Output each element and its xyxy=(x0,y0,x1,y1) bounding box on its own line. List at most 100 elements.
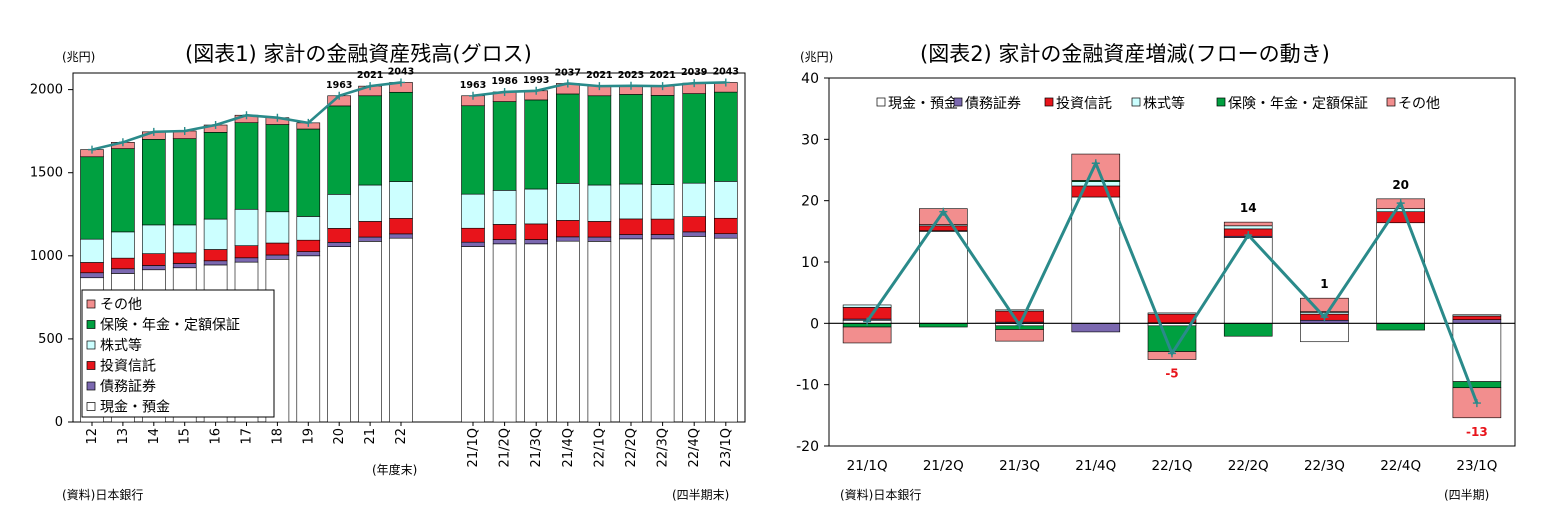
chart1-bar-segment xyxy=(203,218,228,250)
chart1-x-tick-label: 17 xyxy=(240,428,255,445)
chart1-bar-segment xyxy=(682,182,707,217)
chart2-bar-segment xyxy=(842,326,892,344)
chart2-bar-segment xyxy=(1223,237,1273,324)
chart1-bar-segment xyxy=(492,101,517,191)
chart2-y-tick-label: 10 xyxy=(801,255,819,271)
chart1-legend-label: 現金・預金 xyxy=(100,400,170,416)
chart1-total-label: 1963 xyxy=(460,80,486,91)
chart1-legend-label: 投資信託 xyxy=(100,359,156,375)
chart1-bar-segment xyxy=(358,236,382,242)
chart1-bar-segment xyxy=(389,91,413,182)
chart1-total-marker xyxy=(335,91,344,100)
chart1-x-tick-label: 21 xyxy=(363,428,378,445)
chart1-bar-segment xyxy=(142,265,166,271)
chart1-x-tick-label: 13 xyxy=(116,428,131,445)
chart1-xlabel-quarterly: (四半期末) xyxy=(672,488,730,502)
chart2-bar-segment xyxy=(1071,181,1121,187)
chart1-bar-segment xyxy=(111,231,135,259)
chart1-legend-swatch xyxy=(86,402,96,411)
chart1-bar-segment xyxy=(203,260,228,266)
chart2-x-tick-label: 22/1Q xyxy=(1152,458,1193,474)
chart1-bar-segment xyxy=(524,99,549,190)
chart1-bar-segment xyxy=(389,218,413,235)
chart1-bar-segment xyxy=(555,220,580,238)
chart1-legend-label: その他 xyxy=(100,297,142,313)
chart1-bar-segment xyxy=(296,255,321,423)
chart1-total-marker xyxy=(211,121,220,130)
chart1-bar-segment xyxy=(203,249,228,262)
chart1-total-marker xyxy=(88,145,96,154)
chart1-total-label: 1986 xyxy=(491,76,518,87)
chart1-total-marker xyxy=(180,127,189,135)
chart2-svg: -20 -10 0 10 20 30 40 21/1Q 21/2Q 21/3Q 21/4Q 22/1Q… xyxy=(796,71,1516,474)
chart1-bar-segment xyxy=(80,262,104,274)
chart2-bar-segment xyxy=(1223,225,1273,230)
chart1-xlabel-annual: (年度末) xyxy=(372,463,418,477)
chart1-bar-segment xyxy=(650,234,675,240)
chart1-y-tick-label: 0 xyxy=(55,415,63,430)
chart1-total-marker xyxy=(532,86,541,95)
chart1-x-tick-label: 19 xyxy=(301,428,316,445)
chart2-total-label: -13 xyxy=(1466,425,1488,439)
chart1-bar-segment xyxy=(650,238,675,423)
chart1-bar-segment xyxy=(327,194,352,229)
chart1-x-tick-label: 21/2Q xyxy=(498,428,513,467)
chart1-bar-segment xyxy=(619,218,643,235)
chart2-bar-segment xyxy=(995,329,1044,342)
chart2-x-tick-label: 21/2Q xyxy=(923,458,964,474)
chart1-bar-segment xyxy=(682,231,707,237)
chart1-total-label: 2021 xyxy=(649,70,675,81)
chart2-unit-label: (兆円) xyxy=(800,50,834,64)
chart1-bar-segment xyxy=(492,243,517,423)
chart1-bar-segment xyxy=(296,128,321,217)
chart2-total-marker xyxy=(1472,399,1481,408)
chart1-bar-segment xyxy=(461,193,485,229)
chart1-bar-segment xyxy=(358,95,382,186)
chart1-bar-segment xyxy=(713,181,738,219)
chart2-bar-segment xyxy=(995,310,1044,323)
chart1-legend-label: 株式等 xyxy=(100,337,142,354)
chart1-bar-segment xyxy=(619,94,643,185)
chart1-x-tick-label: 22/2Q xyxy=(624,428,639,467)
chart1-bar-segment xyxy=(80,272,104,279)
chart1-bar-segment xyxy=(265,211,290,244)
chart1-bar-segment xyxy=(265,254,290,260)
chart1-x-tick-label: 20 xyxy=(332,428,347,445)
chart1-bar-segment xyxy=(619,183,643,220)
chart2-bar-segment xyxy=(1071,323,1121,333)
chart1-bar-segment xyxy=(172,252,197,264)
chart1-bar-segment xyxy=(492,224,517,240)
chart2-total-label: 1 xyxy=(1320,277,1328,291)
chart1-bar-segment xyxy=(203,132,228,220)
chart2-total-label: 14 xyxy=(1240,201,1257,215)
chart2-bar-segment xyxy=(1071,185,1121,198)
chart1-bar-segment xyxy=(389,181,413,219)
chart1-x-tick-label: 22 xyxy=(394,428,409,445)
chart1-bar-segment xyxy=(234,122,259,210)
chart1-x-tick-label: 22/4Q xyxy=(687,428,702,467)
chart1-bar-segment xyxy=(234,208,259,246)
chart1-total-marker xyxy=(273,113,282,122)
chart1-bar-segment xyxy=(587,241,612,423)
chart1-bar-segment xyxy=(172,138,197,226)
chart1-bar-segment xyxy=(327,105,352,195)
chart2-x-tick-label: 23/1Q xyxy=(1456,458,1497,474)
chart2-legend-swatch xyxy=(953,97,963,107)
chart2-legend-label: 株式等 xyxy=(1143,95,1185,112)
chart1-total-marker xyxy=(658,82,667,91)
chart1-bar-segment xyxy=(619,238,643,423)
chart1-title: (図表1) 家計の金融資産残高(グロス) xyxy=(185,42,532,66)
chart2-bar-segment xyxy=(1376,323,1425,331)
chart1-bar-segment xyxy=(555,236,580,242)
chart1-x-tick-label: 22/3Q xyxy=(656,428,671,467)
chart1-legend-box xyxy=(81,289,275,418)
chart2-y-tick-label: -20 xyxy=(796,439,819,455)
chart1-bar-segment xyxy=(587,236,612,242)
chart2-bar-segment xyxy=(1223,323,1273,337)
chart1-total-label: 2043 xyxy=(388,66,414,77)
chart1-bar-segment xyxy=(142,253,166,266)
chart2-bar-segment xyxy=(1376,222,1425,324)
chart2-legend-label: その他 xyxy=(1398,96,1440,112)
chart2-x-tick-label: 21/1Q xyxy=(847,458,888,474)
